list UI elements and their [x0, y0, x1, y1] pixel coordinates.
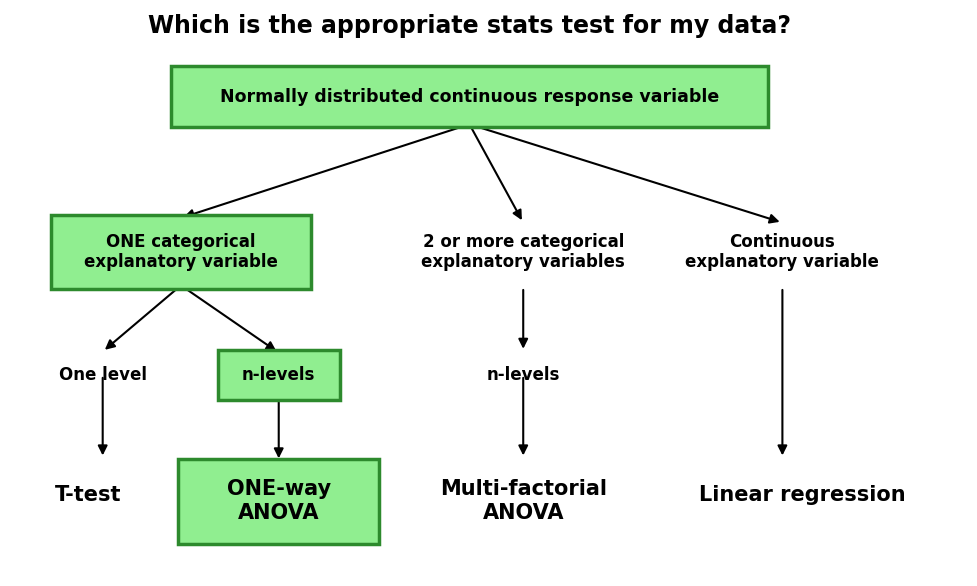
Text: T-test: T-test [55, 485, 121, 505]
Text: Which is the appropriate stats test for my data?: Which is the appropriate stats test for … [148, 15, 790, 38]
FancyBboxPatch shape [217, 350, 340, 400]
Text: Normally distributed continuous response variable: Normally distributed continuous response… [220, 88, 718, 105]
FancyBboxPatch shape [51, 216, 311, 289]
Text: Linear regression: Linear regression [698, 485, 905, 505]
Text: 2 or more categorical
explanatory variables: 2 or more categorical explanatory variab… [421, 233, 624, 271]
Text: n-levels: n-levels [486, 366, 560, 384]
Text: ONE categorical
explanatory variable: ONE categorical explanatory variable [84, 233, 277, 271]
Text: Multi-factorial
ANOVA: Multi-factorial ANOVA [440, 479, 606, 523]
Text: n-levels: n-levels [241, 366, 316, 384]
FancyBboxPatch shape [178, 458, 378, 544]
FancyBboxPatch shape [171, 66, 767, 128]
Text: Continuous
explanatory variable: Continuous explanatory variable [685, 233, 878, 271]
Text: ONE-way
ANOVA: ONE-way ANOVA [227, 479, 330, 523]
Text: One level: One level [59, 366, 147, 384]
